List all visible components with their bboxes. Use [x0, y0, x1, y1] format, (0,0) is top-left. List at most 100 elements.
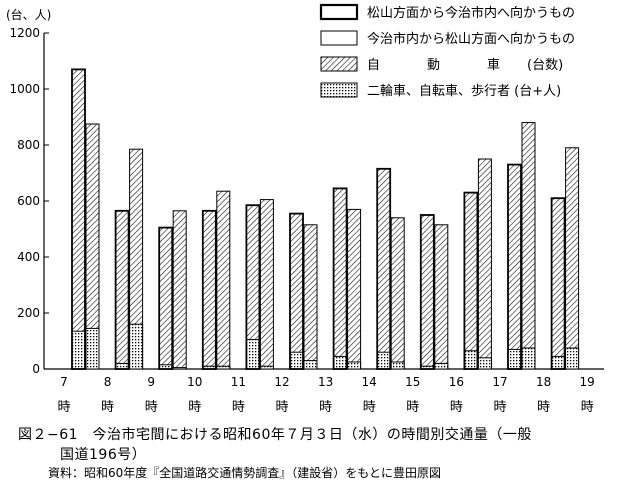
x-tick-label: 11 — [231, 375, 246, 389]
x-tick-label: 14 — [362, 375, 377, 389]
x-tick-suffix: 時 — [57, 400, 70, 415]
bar-cars-outbound-in — [115, 210, 130, 370]
bar-others-inbound-out — [303, 360, 318, 370]
legend-label-outbound-in: 松山方面から今治市内へ向かうもの — [367, 5, 575, 21]
y-tick-label: 0 — [32, 362, 40, 376]
bar-others-inbound-out — [259, 365, 274, 370]
bar-cars-inbound-out — [172, 210, 187, 370]
bar-cars-inbound-out — [259, 199, 274, 370]
bar-cars-outbound-in — [333, 187, 348, 370]
y-tick-label: 400 — [17, 250, 40, 264]
bar-cars-outbound-in — [158, 227, 173, 370]
x-tick-suffix: 時 — [581, 400, 594, 415]
y-unit-label: (台、人) — [6, 7, 51, 22]
x-tick-label: 10 — [187, 375, 202, 389]
bar-cars-inbound-out — [521, 122, 536, 370]
bar-others-inbound-out — [216, 365, 231, 370]
bar-cars-outbound-in — [507, 164, 522, 370]
x-tick-label: 9 — [147, 375, 155, 389]
figure-source: 資料：昭和60年度『全国道路交通情勢調査』（建設省）をもとに豊田原図 — [48, 466, 442, 480]
bar-others-outbound-in — [376, 351, 391, 370]
bar-others-outbound-in — [551, 355, 566, 370]
x-tick-suffix: 時 — [319, 400, 332, 415]
figure-caption-line-2: 国道196号） — [60, 447, 147, 463]
x-tick-suffix: 時 — [275, 400, 288, 415]
bar-others-inbound-out — [565, 347, 580, 370]
bar-others-inbound-out — [347, 361, 362, 370]
bar-cars-inbound-out — [216, 190, 231, 370]
traffic-volume-chart: (台、人) 0 200 400 600 800 1000 1200 7 時 8 時 9 時 10 時 11 時… — [6, 3, 604, 415]
legend-swatch-others — [320, 82, 358, 98]
bar-others-inbound-out — [172, 367, 187, 370]
bar-cars-inbound-out — [565, 147, 580, 370]
bar-outline-outbound-in — [332, 187, 348, 370]
x-tick-suffix: 時 — [537, 400, 550, 415]
bar-outline-outbound-in — [507, 163, 522, 370]
legend-label-others: 二輪車、自転車、歩行者 (台+人) — [367, 83, 561, 99]
bar-cars-inbound-out — [434, 224, 449, 370]
x-axis: 7 時 8 時 9 時 10 時 11 時 12 時 13 時 14 時 15 時 16 時 17 時 18 時 19 時 — [57, 375, 594, 415]
bar-outline-outbound-in — [114, 209, 130, 370]
bar-cars-outbound-in — [202, 210, 217, 370]
legend: 松山方面から今治市内へ向かうもの 今治市内から松山方面へ向かうもの 自 動 車 … — [319, 3, 575, 99]
x-tick-suffix: 時 — [406, 400, 419, 415]
x-tick-label: 8 — [104, 375, 112, 389]
bar-cars-outbound-in — [289, 213, 304, 370]
legend-label-cars-char-1: 自 — [367, 58, 380, 73]
bar-others-outbound-in — [245, 339, 260, 370]
legend-label-cars-char-2: 動 — [427, 58, 440, 73]
y-tick-label: 200 — [17, 306, 40, 320]
bar-others-outbound-in — [333, 355, 348, 370]
y-tick-label: 800 — [17, 138, 40, 152]
x-tick-label: 15 — [405, 375, 420, 389]
bar-cars-inbound-out — [390, 217, 405, 370]
bar-others-inbound-out — [85, 327, 100, 370]
bar-outline-outbound-in — [201, 209, 217, 370]
bar-cars-inbound-out — [303, 224, 318, 370]
bar-cars-outbound-in — [551, 197, 566, 370]
x-tick-label: 19 — [580, 375, 595, 389]
x-tick-label: 13 — [318, 375, 333, 389]
bar-cars-outbound-in — [376, 168, 391, 370]
bar-outline-outbound-in — [463, 191, 479, 370]
legend-swatch-outbound-in — [319, 3, 359, 21]
bar-others-inbound-out — [434, 362, 449, 370]
bar-others-inbound-out — [521, 347, 536, 370]
y-tick-label: 600 — [17, 194, 40, 208]
x-tick-suffix: 時 — [145, 400, 158, 415]
bar-outline-outbound-in — [376, 167, 392, 370]
legend-swatch-inbound-out — [320, 30, 358, 46]
bar-outline-outbound-in — [419, 214, 435, 370]
x-tick-suffix: 時 — [188, 400, 201, 415]
bar-others-inbound-out — [477, 357, 492, 370]
bar-cars-outbound-in — [71, 68, 86, 370]
x-tick-label: 7 — [60, 375, 68, 389]
bar-outline-outbound-in — [550, 197, 566, 370]
bar-others-inbound-out — [129, 323, 144, 370]
bar-others-outbound-in — [463, 350, 478, 370]
bar-group — [71, 68, 580, 370]
bar-outline-outbound-in — [245, 204, 261, 370]
bar-others-outbound-in — [289, 351, 304, 370]
legend-label-cars-suffix: (台数) — [527, 58, 563, 73]
bar-outline-outbound-in — [289, 212, 304, 370]
x-tick-suffix: 時 — [101, 400, 114, 415]
bar-others-outbound-in — [71, 330, 86, 370]
x-tick-suffix: 時 — [450, 400, 463, 415]
x-tick-label: 16 — [449, 375, 464, 389]
y-axis: 0 200 400 600 800 1000 1200 — [9, 26, 49, 376]
bar-outline-outbound-in — [71, 68, 86, 370]
x-tick-label: 12 — [274, 375, 289, 389]
y-tick-label: 1200 — [9, 26, 40, 40]
x-tick-label: 18 — [536, 375, 551, 389]
x-tick-suffix: 時 — [493, 400, 506, 415]
x-tick-suffix: 時 — [232, 400, 245, 415]
y-tick-label: 1000 — [9, 82, 40, 96]
bar-cars-outbound-in — [463, 192, 478, 370]
bar-cars-outbound-in — [420, 214, 435, 370]
bar-cars-inbound-out — [347, 208, 362, 370]
legend-label-cars-char-3: 車 — [487, 58, 500, 73]
x-tick-suffix: 時 — [363, 400, 376, 415]
legend-label-inbound-out: 今治市内から松山方面へ向かうもの — [367, 31, 575, 47]
figure-caption-line-1: 図２−61 今治市宅間における昭和60年７月３日（水）の時間別交通量（一般 — [18, 427, 532, 443]
